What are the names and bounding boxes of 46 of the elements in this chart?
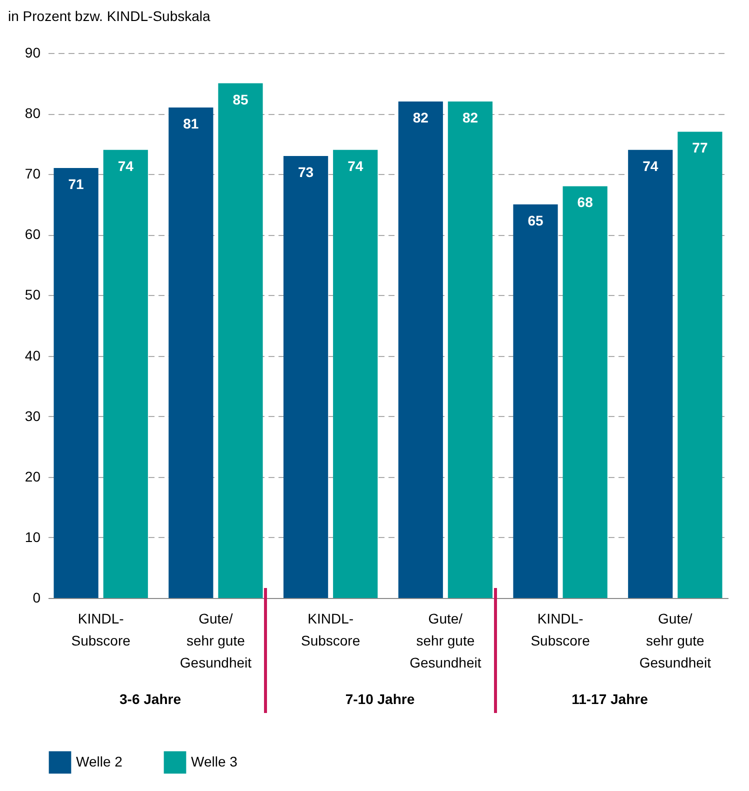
bar xyxy=(168,108,214,598)
x-tick-label: KINDL- Subscore xyxy=(71,610,131,648)
x-tick-label: Gute/ sehr gute Gesundheit xyxy=(639,610,712,670)
legend-label: Welle 3 xyxy=(191,753,238,770)
bar xyxy=(103,150,148,598)
x-tick-label: KINDL- Subscore xyxy=(300,610,360,648)
bar xyxy=(678,132,722,598)
y-tick-label: 80 xyxy=(24,105,41,122)
data-label: 85 xyxy=(232,91,248,108)
text: 7-10 Jahre xyxy=(345,691,415,707)
data-label: 68 xyxy=(577,194,594,210)
y-tick-label: 20 xyxy=(24,468,41,484)
bar xyxy=(283,156,328,598)
x-tick-label: KINDL- Subscore xyxy=(530,610,590,648)
data-label: 74 xyxy=(642,158,658,174)
y-tick-label: 50 xyxy=(24,286,41,303)
y-tick-label: 10 xyxy=(24,528,41,545)
data-label: 82 xyxy=(462,109,478,126)
chart-title: in Prozent bzw. KINDL-Subskala xyxy=(8,8,211,24)
text: 3-6 Jahre xyxy=(120,691,182,707)
bar xyxy=(398,101,443,598)
bar xyxy=(448,101,493,598)
bar xyxy=(333,150,378,598)
data-label: 82 xyxy=(412,109,429,126)
data-label: 73 xyxy=(298,164,314,180)
bar xyxy=(562,186,608,598)
bar xyxy=(218,83,263,598)
data-label: 74 xyxy=(348,158,364,174)
data-label: 74 xyxy=(118,158,134,174)
text: 11-17 Jahre xyxy=(572,691,648,707)
x-tick-label: Gute/ sehr gute Gesundheit xyxy=(180,610,252,670)
y-tick-label: 90 xyxy=(24,44,41,60)
data-label: 77 xyxy=(692,140,708,156)
legend-label: Welle 2 xyxy=(76,753,123,770)
y-tick-label: 0 xyxy=(32,590,41,606)
data-label: 71 xyxy=(68,176,84,192)
bar xyxy=(513,204,558,598)
x-tick-label: Gute/ sehr gute Gesundheit xyxy=(410,610,482,670)
y-tick-label: 60 xyxy=(24,226,41,242)
data-label: 65 xyxy=(528,212,544,228)
bar xyxy=(54,168,98,598)
data-label: 81 xyxy=(183,116,199,132)
y-tick-label: 70 xyxy=(24,166,41,182)
y-tick-label: 40 xyxy=(24,347,41,364)
y-tick-label: 30 xyxy=(24,408,41,424)
bar xyxy=(628,150,673,598)
